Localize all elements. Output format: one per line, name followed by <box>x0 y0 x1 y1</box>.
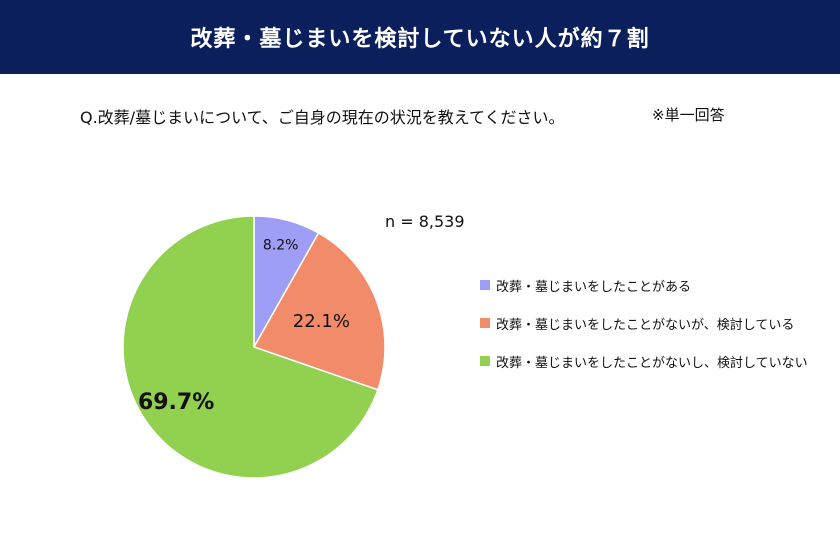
slice-label: 22.1% <box>293 311 350 332</box>
survey-question: Q.改葬/墓じまいについて、ご自身の現在の状況を教えてください。 <box>80 108 565 127</box>
legend-item: 改葬・墓じまいをしたことがないが、検討している <box>480 313 808 333</box>
title-banner: 改葬・墓じまいを検討していない人が約７割 <box>0 0 840 74</box>
legend: 改葬・墓じまいをしたことがある 改葬・墓じまいをしたことがないが、検討している … <box>480 275 808 389</box>
pie-slice <box>252 231 386 391</box>
legend-item: 改葬・墓じまいをしたことがある <box>480 275 808 295</box>
legend-swatch <box>480 356 490 366</box>
slice-label: 8.2% <box>263 238 299 254</box>
slice-label: 69.7% <box>138 390 214 415</box>
answer-type-note: ※単一回答 <box>652 106 725 124</box>
legend-swatch <box>480 280 490 290</box>
pie-slice <box>122 215 379 479</box>
sample-size: n = 8,539 <box>385 212 465 231</box>
legend-label: 改葬・墓じまいをしたことがある <box>496 279 692 295</box>
legend-swatch <box>480 318 490 328</box>
legend-label: 改葬・墓じまいをしたことがないし、検討していない <box>496 355 808 371</box>
page-title: 改葬・墓じまいを検討していない人が約７割 <box>190 27 650 52</box>
legend-item: 改葬・墓じまいをしたことがないし、検討していない <box>480 351 808 371</box>
legend-label: 改葬・墓じまいをしたことがないが、検討している <box>496 317 795 333</box>
